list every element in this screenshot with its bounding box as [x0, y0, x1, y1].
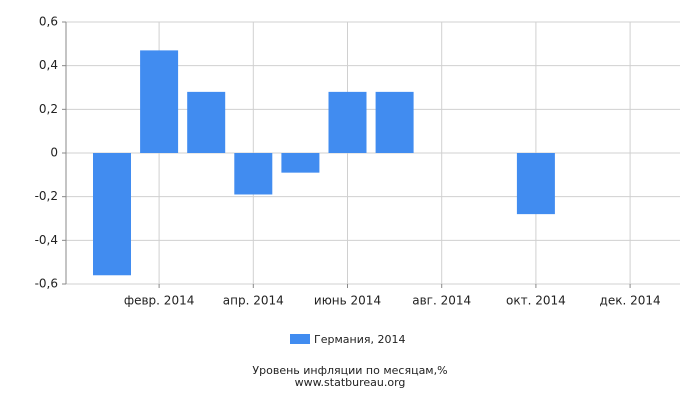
y-tick-label: 0: [50, 146, 58, 160]
x-tick-label: окт. 2014: [506, 294, 566, 308]
legend-swatch: [290, 334, 310, 344]
chart-title: Уровень инфляции по месяцам,%: [252, 364, 447, 377]
y-tick-label: -0,2: [35, 189, 58, 203]
x-tick-label: июнь 2014: [314, 294, 381, 308]
x-tick-label: дек. 2014: [600, 294, 661, 308]
bar: [281, 153, 320, 173]
bar: [516, 153, 555, 215]
bar: [140, 50, 179, 154]
bar: [375, 91, 414, 153]
legend-label: Германия, 2014: [314, 333, 405, 346]
y-tick-label: 0,2: [39, 102, 58, 116]
y-tick-label: -0,4: [35, 233, 58, 247]
bar: [328, 91, 367, 153]
bar: [93, 153, 131, 276]
y-tick-label: -0,6: [35, 277, 58, 291]
y-tick-label: 0,4: [39, 58, 58, 72]
x-tick-label: февр. 2014: [124, 294, 195, 308]
y-tick-label: 0,6: [39, 15, 58, 29]
x-tick-label: авг. 2014: [412, 294, 471, 308]
bar: [187, 91, 226, 153]
bar: [234, 153, 273, 195]
chart-subtitle: www.statbureau.org: [295, 376, 406, 389]
x-tick-label: апр. 2014: [223, 294, 284, 308]
